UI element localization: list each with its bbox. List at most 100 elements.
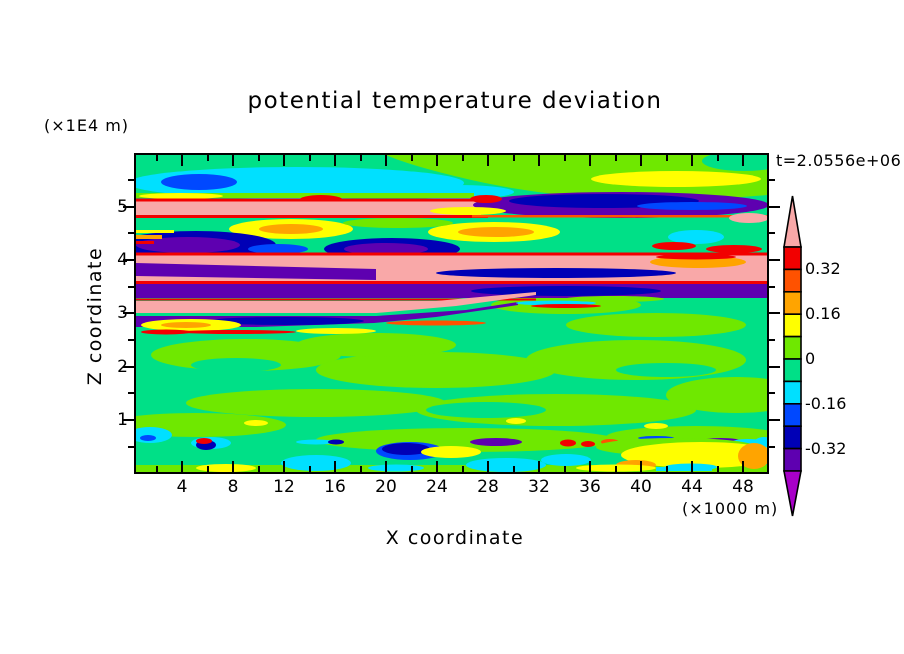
- x-minor-tick-bottom: [615, 466, 617, 472]
- y-tick-label: 1: [98, 410, 128, 430]
- contour-region-chartreuse: [316, 352, 556, 388]
- contour-region-orange: [458, 227, 534, 237]
- x-major-tick-bottom: [640, 461, 642, 472]
- contour-region-red: [136, 215, 488, 218]
- x-major-tick-top: [232, 155, 234, 166]
- colorbar-segment-navy: [784, 426, 801, 448]
- x-minor-tick-top: [462, 155, 464, 161]
- contour-region-chartreuse: [343, 218, 453, 228]
- y-minor-tick-left: [128, 286, 134, 288]
- x-major-tick-top: [283, 155, 285, 166]
- colorbar: [778, 192, 808, 528]
- y-minor-tick-right: [769, 446, 775, 448]
- contour-region-yellow: [196, 464, 256, 472]
- contour-region-navy: [436, 268, 676, 278]
- x-minor-tick-top: [309, 155, 311, 161]
- x-minor-tick-bottom: [717, 466, 719, 472]
- contour-region-orange: [161, 322, 211, 328]
- x-minor-tick-bottom: [513, 466, 515, 472]
- contour-region-cyan: [668, 230, 724, 244]
- x-minor-tick-top: [258, 155, 260, 161]
- x-tick-label: 48: [726, 477, 760, 497]
- x-minor-tick-top: [360, 155, 362, 161]
- x-tick-label: 12: [267, 477, 301, 497]
- contour-region-navy: [471, 286, 661, 296]
- y-tick-label: 2: [98, 357, 128, 377]
- contour-region-red: [470, 195, 502, 203]
- contour-region-blue: [140, 435, 156, 441]
- x-major-tick-bottom: [385, 461, 387, 472]
- contour-region-cyan: [368, 465, 424, 472]
- contour-region-red: [176, 330, 296, 334]
- x-minor-tick-bottom: [309, 466, 311, 472]
- contour-region-red: [706, 245, 762, 253]
- x-tick-label: 4: [165, 477, 199, 497]
- colorbar-segment-orangered: [784, 269, 801, 291]
- x-major-tick-bottom: [181, 461, 183, 472]
- colorbar-segment-chartreuse: [784, 337, 801, 359]
- y-tick-label: 4: [98, 250, 128, 270]
- y-minor-tick-right: [769, 179, 775, 181]
- x-tick-label: 8: [216, 477, 250, 497]
- contour-region-red: [560, 440, 576, 447]
- colorbar-arrow-down: [784, 471, 801, 516]
- colorbar-segment-cyan: [784, 381, 801, 403]
- y-axis-unit-label: (×1E4 m): [44, 116, 129, 135]
- x-major-tick-top: [385, 155, 387, 166]
- x-minor-tick-top: [207, 155, 209, 161]
- x-minor-tick-bottom: [666, 466, 668, 472]
- x-major-tick-bottom: [436, 461, 438, 472]
- contour-region-yellow: [506, 418, 526, 424]
- x-minor-tick-top: [564, 155, 566, 161]
- y-minor-tick-right: [769, 392, 775, 394]
- contour-region-yellow: [644, 423, 668, 429]
- x-major-tick-top: [181, 155, 183, 166]
- contour-region-navy: [328, 440, 344, 445]
- x-minor-tick-top: [615, 155, 617, 161]
- x-major-tick-bottom: [691, 461, 693, 472]
- contour-region-chartreuse: [566, 313, 746, 337]
- x-major-tick-bottom: [589, 461, 591, 472]
- x-minor-tick-bottom: [156, 466, 158, 472]
- contour-region-yellow: [591, 171, 761, 187]
- contour-region-orange: [136, 235, 162, 239]
- x-major-tick-bottom: [538, 461, 540, 472]
- x-major-tick-top: [742, 155, 744, 166]
- contour-region-yellow: [136, 230, 174, 233]
- contour-region-blue: [161, 174, 237, 190]
- x-major-tick-top: [487, 155, 489, 166]
- y-minor-tick-right: [769, 232, 775, 234]
- x-tick-label: 36: [573, 477, 607, 497]
- x-minor-tick-bottom: [258, 466, 260, 472]
- contour-region-orange: [259, 224, 323, 234]
- x-axis-unit-label: (×1000 m): [682, 499, 778, 518]
- x-major-tick-top: [640, 155, 642, 166]
- x-minor-tick-bottom: [360, 466, 362, 472]
- x-minor-tick-top: [666, 155, 668, 161]
- contour-region-red: [531, 304, 601, 308]
- x-minor-tick-bottom: [564, 466, 566, 472]
- x-major-tick-top: [589, 155, 591, 166]
- contour-region-orangered: [386, 321, 486, 326]
- x-minor-tick-bottom: [462, 466, 464, 472]
- x-major-tick-bottom: [283, 461, 285, 472]
- x-minor-tick-top: [156, 155, 158, 161]
- contour-region-red: [652, 242, 696, 250]
- contour-region-red: [136, 199, 481, 202]
- colorbar-label: -0.32: [805, 440, 846, 458]
- contour-region-red: [581, 441, 595, 447]
- x-tick-label: 40: [624, 477, 658, 497]
- contour-region-green: [191, 358, 281, 372]
- time-annotation: t=2.0556e+06: [776, 151, 901, 170]
- contour-region-pink: [136, 201, 481, 216]
- colorbar-segment-red: [784, 247, 801, 269]
- x-major-tick-bottom: [232, 461, 234, 472]
- contour-region-yellow: [430, 207, 506, 215]
- contour-region-indigo: [136, 284, 767, 298]
- contour-field: [136, 155, 767, 472]
- contour-region-yellow: [244, 420, 268, 426]
- x-tick-label: 20: [369, 477, 403, 497]
- contour-region-green: [616, 363, 716, 377]
- contour-region-red: [136, 281, 767, 284]
- contour-region-red: [196, 438, 212, 444]
